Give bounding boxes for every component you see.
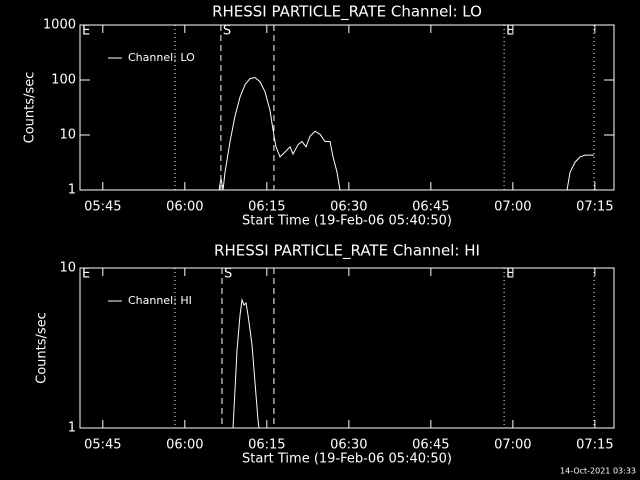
x-tick-label: 06:15: [248, 438, 285, 453]
x-tick-label: 06:45: [412, 200, 449, 215]
x-tick-label: 05:45: [84, 438, 121, 453]
x-axis-label: Start Time (19-Feb-06 05:40:50): [242, 214, 452, 229]
x-tick-label: 06:30: [330, 438, 367, 453]
y-tick-label: 10: [59, 261, 76, 276]
legend-label: Channel: HI: [128, 294, 192, 307]
chart-title: RHESSI PARTICLE_RATE Channel: LO: [212, 3, 482, 22]
plot-frame: [79, 267, 615, 429]
data-line: [218, 76, 595, 191]
plot-frame: [79, 24, 615, 191]
x-tick-label: 07:00: [494, 438, 531, 453]
time-marker-label: E: [82, 24, 90, 39]
x-tick-label: 07:15: [576, 200, 613, 215]
time-marker-label: E: [506, 24, 514, 39]
legend-label: Channel: LO: [128, 51, 195, 64]
x-tick-label: 06:30: [330, 200, 367, 215]
x-tick-label: 07:15: [576, 438, 613, 453]
data-line: [232, 298, 260, 429]
y-tick-label: 1: [68, 421, 76, 436]
time-marker-label: E: [82, 267, 90, 282]
chart-title: RHESSI PARTICLE_RATE Channel: HI: [214, 242, 480, 261]
time-marker-label: S: [224, 267, 232, 282]
y-axis-label: Counts/sec: [23, 72, 38, 144]
x-tick-label: 05:45: [84, 200, 121, 215]
x-tick-label: 06:15: [248, 200, 285, 215]
x-tick-label: 07:00: [494, 200, 531, 215]
x-tick-label: 06:45: [412, 438, 449, 453]
x-tick-label: 06:00: [166, 438, 203, 453]
x-tick-label: 06:00: [166, 200, 203, 215]
y-tick-label: 10: [59, 128, 76, 143]
y-tick-label: 1: [68, 183, 76, 198]
y-tick-label: 100: [51, 73, 76, 88]
y-axis-label: Counts/sec: [35, 312, 50, 384]
y-tick-label: 1000: [43, 18, 76, 33]
time-marker-label: S: [223, 24, 231, 39]
footer-timestamp: 14-Oct-2021 03:33: [560, 467, 636, 476]
time-marker-label: E: [506, 267, 514, 282]
x-axis-label: Start Time (19-Feb-06 05:40:50): [242, 452, 452, 467]
